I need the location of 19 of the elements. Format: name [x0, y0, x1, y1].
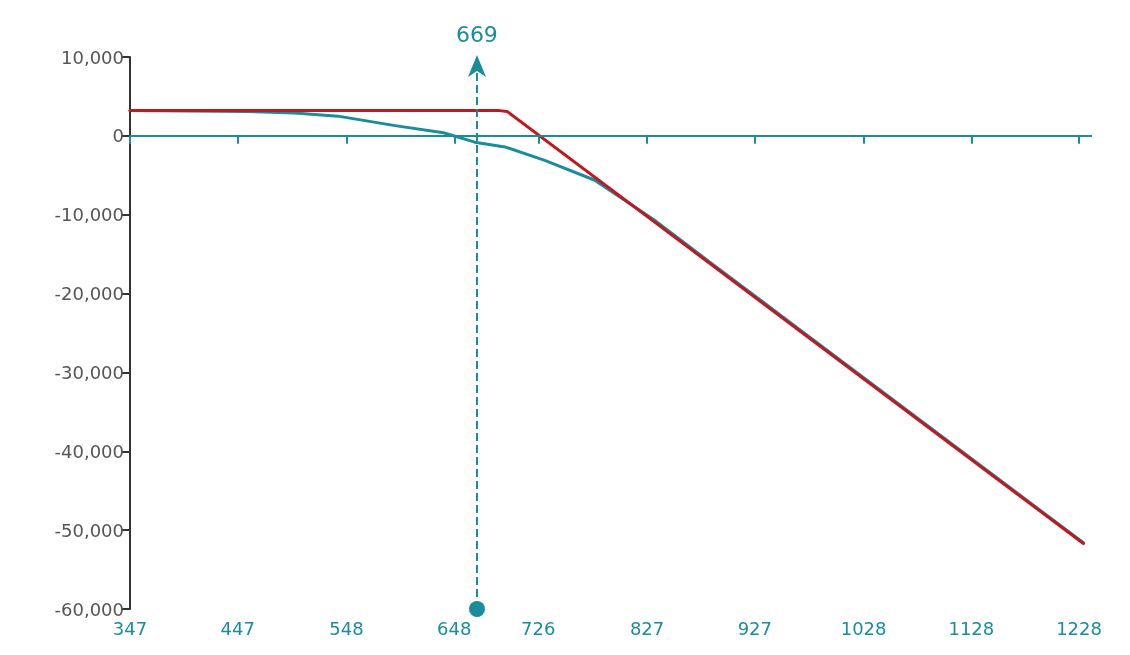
- y-tick-label: 0: [112, 125, 124, 147]
- x-tick-label: 347: [112, 617, 148, 639]
- x-tick-label: 1228: [1056, 617, 1102, 639]
- x-tick-label: 827: [629, 617, 665, 639]
- x-tick-label: 648: [437, 617, 472, 639]
- x-tick-label: 447: [220, 617, 255, 639]
- y-tick-label: 10,000: [61, 46, 124, 68]
- y-tick-label: -40,000: [54, 440, 124, 462]
- y-tick-label: -50,000: [54, 519, 124, 541]
- y-tick-label: -60,000: [54, 598, 124, 620]
- x-tick-label: 726: [521, 617, 556, 639]
- x-tick-label: 1128: [948, 617, 995, 639]
- x-tick-label: 927: [737, 617, 772, 639]
- y-tick-label: -20,000: [54, 283, 124, 305]
- x-tick-label: 1028: [840, 617, 887, 639]
- y-tick-label: -30,000: [54, 361, 124, 383]
- ref-line-label: 669: [455, 21, 498, 47]
- x-tick-label: 548: [329, 617, 364, 639]
- y-tick-label: -10,000: [54, 204, 124, 226]
